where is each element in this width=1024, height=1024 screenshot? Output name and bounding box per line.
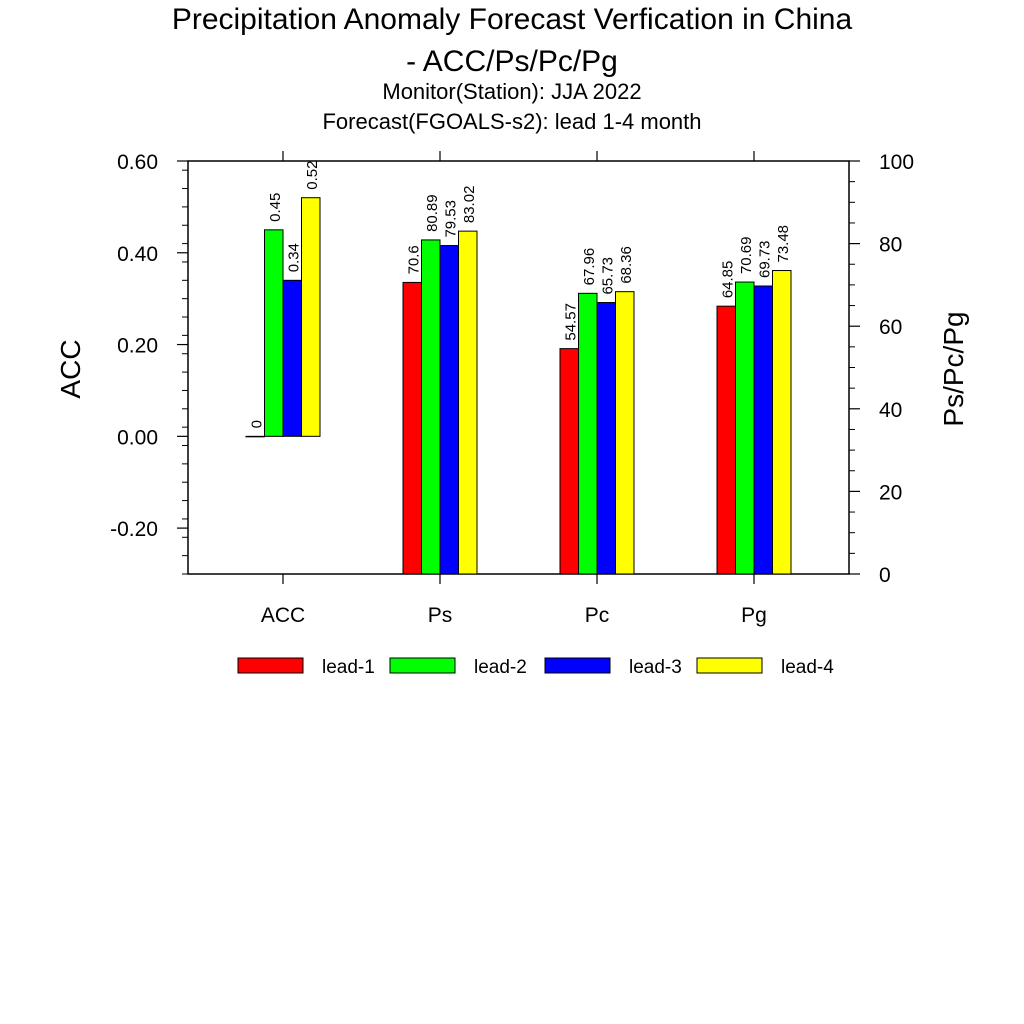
bar-lead-2-acc <box>264 229 284 437</box>
bar-lead-4-ps <box>458 230 478 575</box>
left-axis-tick-label: 0.20 <box>117 335 158 358</box>
bar-lead-1-acc <box>245 435 265 438</box>
right-axis-tick-label: 80 <box>879 234 902 257</box>
bar-lead-1-pg <box>716 305 736 575</box>
left-axis-label: ACC <box>55 339 86 398</box>
data-label: 64.85 <box>719 261 736 299</box>
data-label: 73.48 <box>775 225 792 263</box>
legend-swatch-lead-2 <box>389 657 456 674</box>
chart-subtitle-line2: Forecast(FGOALS-s2): lead 1-4 month <box>322 109 701 134</box>
bar-lead-2-pc <box>578 292 598 575</box>
legend-label-lead-3: lead-3 <box>629 657 682 678</box>
data-label: 54.57 <box>562 303 579 341</box>
right-axis-tick-label: 40 <box>879 399 902 422</box>
legend-label-lead-1: lead-1 <box>322 657 375 678</box>
data-label: 69.73 <box>756 240 773 278</box>
bar-lead-2-ps <box>421 239 441 575</box>
bar-lead-3-pc <box>596 302 616 575</box>
right-axis-tick-label: 20 <box>879 481 902 504</box>
data-label: 70.69 <box>738 237 755 275</box>
right-axis-tick-label: 100 <box>879 151 914 174</box>
data-label: 67.96 <box>581 248 598 286</box>
bar-lead-4-pg <box>772 270 792 575</box>
x-axis-tick-label: Ps <box>428 604 453 627</box>
bar-lead-3-acc <box>282 279 302 437</box>
x-axis-tick-label: Pc <box>585 604 610 627</box>
bar-lead-4-acc <box>301 197 321 437</box>
right-axis-tick-label: 0 <box>879 564 891 587</box>
x-axis-tick-label: ACC <box>261 604 305 627</box>
legend: lead-1 lead-2 lead-3 lead-4 <box>237 657 834 678</box>
data-label: 0.45 <box>267 193 284 222</box>
legend-swatch-lead-3 <box>544 657 611 674</box>
data-label: 83.02 <box>461 186 478 224</box>
left-axis-tick-label: 0.00 <box>117 426 158 449</box>
left-axis-tick-label: 0.60 <box>117 151 158 174</box>
chart-subtitle-line1: Monitor(Station): JJA 2022 <box>382 79 641 104</box>
legend-swatch-lead-4 <box>696 657 763 674</box>
left-axis-tick-label: -0.20 <box>110 518 158 541</box>
data-label: 70.6 <box>405 245 422 274</box>
bar-lead-2-pg <box>735 281 755 575</box>
bar-lead-1-pc <box>559 348 579 575</box>
left-axis-tick-label: 0.40 <box>117 243 158 266</box>
data-label: 0.52 <box>304 161 321 190</box>
chart-title-line2: - ACC/Ps/Pc/Pg <box>406 45 618 78</box>
right-axis-label: Ps/Pc/Pg <box>938 311 969 426</box>
data-label: 80.89 <box>424 194 441 232</box>
chart-title-line1: Precipitation Anomaly Forecast Verficati… <box>172 3 853 36</box>
bar-lead-1-ps <box>402 281 422 575</box>
data-label: 0 <box>248 420 265 428</box>
legend-label-lead-4: lead-4 <box>781 657 834 678</box>
right-axis-tick-label: 60 <box>879 316 902 339</box>
bar-lead-4-pc <box>615 291 635 575</box>
bar-lead-3-pg <box>753 285 773 575</box>
data-label: 79.53 <box>442 200 459 238</box>
x-axis-tick-label: Pg <box>741 604 767 627</box>
data-label: 0.34 <box>285 243 302 272</box>
bar-lead-3-ps <box>439 245 459 575</box>
legend-swatch-lead-1 <box>237 657 304 674</box>
legend-label-lead-2: lead-2 <box>474 657 527 678</box>
data-label: 65.73 <box>599 257 616 295</box>
plot-area: -0.20 0.00 0.20 0.40 0.60 0 20 40 60 80 100 ACC Ps Pc… <box>110 151 914 627</box>
data-label: 68.36 <box>618 246 635 284</box>
